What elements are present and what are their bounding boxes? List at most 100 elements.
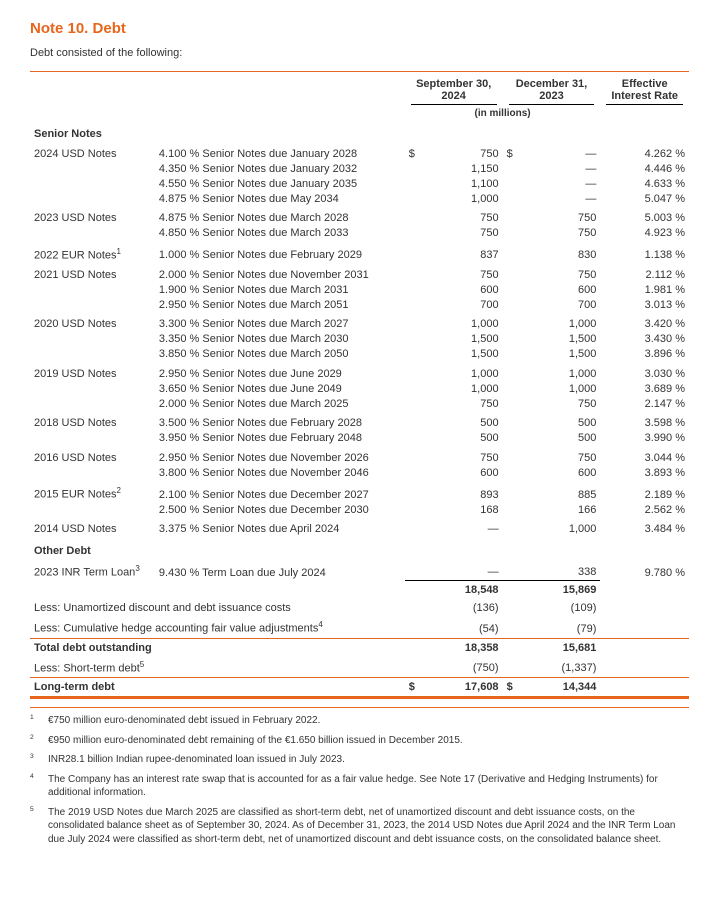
eir: 5.003 % bbox=[600, 206, 689, 226]
hdr-col3: Effective Interest Rate bbox=[606, 78, 683, 105]
coupon-rate: 3.500 % bbox=[159, 417, 199, 429]
footnote: 5The 2019 USD Notes due March 2025 are c… bbox=[30, 806, 689, 847]
summary-a1: 18,358 bbox=[421, 638, 503, 657]
footnotes: 1€750 million euro-denominated debt issu… bbox=[30, 707, 689, 846]
amount-2: 1,500 bbox=[519, 347, 601, 362]
table-row: 2016 USD Notes2.950 % Senior Notes due N… bbox=[30, 446, 689, 466]
coupon-rate: 2.100 % bbox=[159, 489, 199, 501]
coupon-rate: 4.875 % bbox=[159, 212, 199, 224]
note-desc: Senior Notes due December 2030 bbox=[202, 504, 368, 516]
table-row: 3.850 % Senior Notes due March 20501,500… bbox=[30, 347, 689, 362]
coupon-rate: 3.350 % bbox=[159, 333, 199, 345]
summary-label: Less: Cumulative hedge accounting fair v… bbox=[30, 617, 405, 638]
summary-label: Total debt outstanding bbox=[30, 638, 405, 657]
table-row: 4.850 % Senior Notes due March 203375075… bbox=[30, 226, 689, 241]
note-desc: Senior Notes due March 2050 bbox=[202, 348, 348, 360]
amount-2: 1,000 bbox=[519, 381, 601, 396]
note-desc: Senior Notes due March 2033 bbox=[202, 227, 348, 239]
summary-label: Less: Unamortized discount and debt issu… bbox=[30, 599, 405, 617]
eir: 3.689 % bbox=[600, 381, 689, 396]
summary-a1: 18,548 bbox=[421, 580, 503, 599]
amount-2: 830 bbox=[519, 241, 601, 263]
eir: 2.112 % bbox=[600, 263, 689, 283]
amount-2: 750 bbox=[519, 226, 601, 241]
table-row: 2015 EUR Notes22.100 % Senior Notes due … bbox=[30, 480, 689, 502]
amount-1: 1,000 bbox=[421, 191, 503, 206]
amount-1: 750 bbox=[421, 206, 503, 226]
amount-2: 600 bbox=[519, 465, 601, 480]
eir: 3.893 % bbox=[600, 465, 689, 480]
amount-2: 1,000 bbox=[519, 312, 601, 332]
group-label: 2019 USD Notes bbox=[34, 368, 117, 380]
table-row: 2014 USD Notes3.375 % Senior Notes due A… bbox=[30, 517, 689, 537]
summary-a1: (54) bbox=[421, 617, 503, 638]
table-row: 2.500 % Senior Notes due December 2030 16… bbox=[30, 502, 689, 517]
note-desc: Senior Notes due November 2026 bbox=[202, 452, 368, 464]
amount-1: 1,150 bbox=[421, 161, 503, 176]
amount-1: 500 bbox=[421, 431, 503, 446]
footnote: 3INR28.1 billion Indian rupee-denominate… bbox=[30, 753, 689, 767]
summary-a2: 14,344 bbox=[519, 678, 601, 698]
in-millions: (in millions) bbox=[475, 108, 531, 119]
group-label: 2015 EUR Notes bbox=[34, 489, 117, 501]
amount-1: 750 bbox=[421, 263, 503, 283]
table-row: 3.800 % Senior Notes due November 204660… bbox=[30, 465, 689, 480]
hdr-col1: September 30, 2024 bbox=[411, 78, 497, 105]
summary-a1: (750) bbox=[421, 657, 503, 678]
eir: 3.896 % bbox=[600, 347, 689, 362]
summary-row: Long-term debt$17,608$14,344 bbox=[30, 678, 689, 698]
summary-label bbox=[30, 580, 405, 599]
note-desc: Senior Notes due February 2029 bbox=[202, 249, 362, 261]
amount-2: 500 bbox=[519, 431, 601, 446]
debt-table: September 30, 2024 December 31, 2023 Eff… bbox=[30, 76, 689, 699]
amount-2: 750 bbox=[519, 206, 601, 226]
coupon-rate: 2.500 % bbox=[159, 504, 199, 516]
footnote: 4The Company has an interest rate swap t… bbox=[30, 773, 689, 800]
amount-2: — bbox=[519, 191, 601, 206]
note-desc: Senior Notes due March 2051 bbox=[202, 299, 348, 311]
footnote: 1€750 million euro-denominated debt issu… bbox=[30, 714, 689, 728]
table-row: 4.875 % Senior Notes due May 20341,000—5… bbox=[30, 191, 689, 206]
note-desc: Senior Notes due November 2031 bbox=[202, 269, 368, 281]
group-label: 2024 USD Notes bbox=[34, 148, 117, 160]
coupon-rate: 3.300 % bbox=[159, 318, 199, 330]
coupon-rate: 4.550 % bbox=[159, 178, 199, 190]
table-row: 3.350 % Senior Notes due March 20301,500… bbox=[30, 332, 689, 347]
table-row: 2.000 % Senior Notes due March 202575075… bbox=[30, 396, 689, 411]
amount-1: 1,000 bbox=[421, 362, 503, 382]
eir: 3.030 % bbox=[600, 362, 689, 382]
group-label: 2018 USD Notes bbox=[34, 417, 117, 429]
table-row: 2019 USD Notes2.950 % Senior Notes due J… bbox=[30, 362, 689, 382]
summary-a2: 15,869 bbox=[519, 580, 601, 599]
summary-row: Less: Short-term debt5(750)(1,337) bbox=[30, 657, 689, 678]
summary-a2: (109) bbox=[519, 599, 601, 617]
amount-1: 600 bbox=[421, 465, 503, 480]
group-label: 2016 USD Notes bbox=[34, 452, 117, 464]
note-desc: Senior Notes due November 2046 bbox=[202, 467, 368, 479]
table-row: 2022 EUR Notes11.000 % Senior Notes due … bbox=[30, 241, 689, 263]
eir: 3.430 % bbox=[600, 332, 689, 347]
coupon-rate: 2.950 % bbox=[159, 299, 199, 311]
amount-1: 1,500 bbox=[421, 332, 503, 347]
amount-1: 893 bbox=[421, 480, 503, 502]
note-desc: Senior Notes due February 2028 bbox=[202, 417, 362, 429]
eir: 9.780 % bbox=[600, 558, 689, 580]
table-row: 2.950 % Senior Notes due March 205170070… bbox=[30, 297, 689, 312]
amount-2: 166 bbox=[519, 502, 601, 517]
amount-1: 1,000 bbox=[421, 381, 503, 396]
note-desc: Senior Notes due February 2048 bbox=[202, 432, 362, 444]
amount-1: — bbox=[421, 558, 503, 580]
amount-1: 750 bbox=[421, 396, 503, 411]
footnote: 2€950 million euro-denominated debt rema… bbox=[30, 734, 689, 748]
eir: 3.420 % bbox=[600, 312, 689, 332]
coupon-rate: 2.000 % bbox=[159, 398, 199, 410]
amount-1: 750 bbox=[421, 446, 503, 466]
table-row: 2024 USD Notes4.100 % Senior Notes due J… bbox=[30, 142, 689, 162]
table-row: 2023 USD Notes4.875 % Senior Notes due M… bbox=[30, 206, 689, 226]
coupon-rate: 9.430 % bbox=[159, 567, 199, 579]
summary-a2: (1,337) bbox=[519, 657, 601, 678]
eir: 3.990 % bbox=[600, 431, 689, 446]
note-desc: Senior Notes due March 2025 bbox=[202, 398, 348, 410]
coupon-rate: 3.375 % bbox=[159, 523, 199, 535]
summary-a2: 15,681 bbox=[519, 638, 601, 657]
